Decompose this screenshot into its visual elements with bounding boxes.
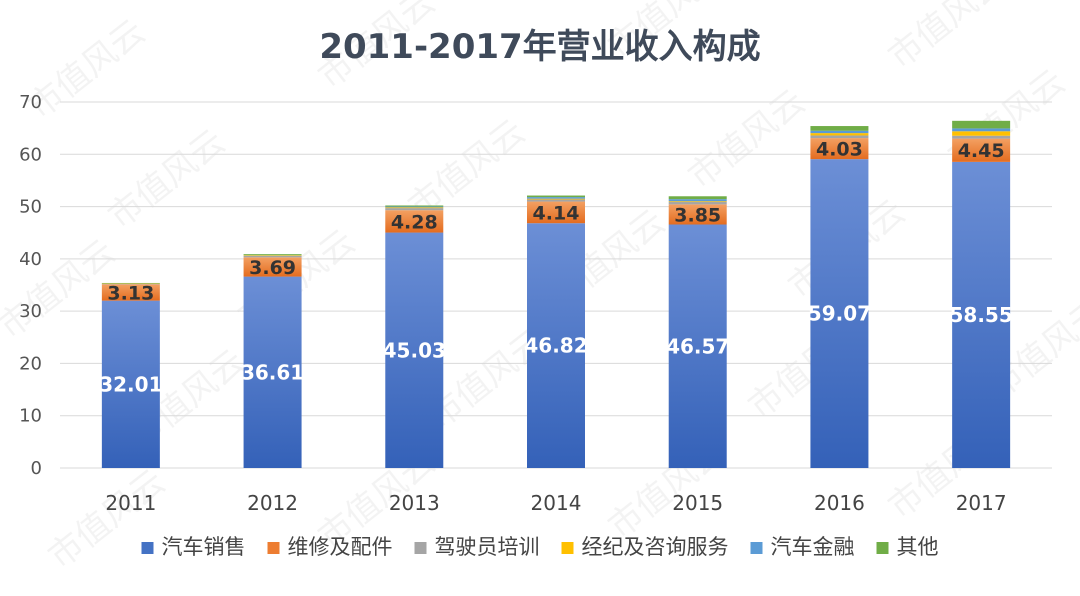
bar-segment <box>385 208 444 211</box>
bar-segment <box>385 205 444 207</box>
bar-segment <box>527 199 585 202</box>
bar-segment <box>243 255 302 256</box>
data-labels-layer: 32.01 3.13 36.61 3.69 45.03 4.28 46.82 4.14 46.5… <box>99 139 1013 397</box>
bar-segment <box>385 210 444 233</box>
legend-swatch <box>876 542 889 554</box>
bar-segment <box>952 135 1011 139</box>
bar-segment <box>810 135 869 139</box>
watermark-text: 市值风云 <box>41 462 173 577</box>
bar-segment <box>952 138 1011 162</box>
legend-swatch <box>414 542 427 554</box>
x-axis-ticks: 2011 2012 2013 2014 2015 2016 2017 <box>105 491 1006 515</box>
chart-title: 2011-2017年营业收入构成 <box>319 27 760 67</box>
legend-label: 驾驶员培训 <box>435 535 540 559</box>
bar-segment <box>810 133 869 136</box>
data-label: 3.85 <box>674 204 721 226</box>
y-axis-ticks: 0 10 20 30 40 50 60 70 <box>19 92 42 479</box>
bar-segment <box>668 199 727 202</box>
legend-label: 维修及配件 <box>288 535 393 559</box>
bar-segment <box>101 284 160 301</box>
legend-swatch <box>141 542 154 554</box>
data-label: 58.55 <box>950 303 1013 327</box>
bar-segment <box>668 202 727 205</box>
data-label: 46.82 <box>524 334 587 358</box>
bar-segment <box>952 131 1011 136</box>
bar-segment <box>527 198 585 200</box>
x-tick-label: 2015 <box>672 491 723 515</box>
data-label: 3.69 <box>249 257 296 279</box>
legend-label: 汽车销售 <box>162 535 246 559</box>
legend: 汽车销售 维修及配件 驾驶员培训 经纪及咨询服务 汽车金融 其他 <box>141 535 939 559</box>
bar-segment <box>243 276 302 468</box>
data-label: 3.13 <box>107 282 154 304</box>
x-tick-label: 2013 <box>389 491 440 515</box>
bar-segment <box>243 257 302 277</box>
x-tick-label: 2012 <box>247 491 298 515</box>
data-label: 4.28 <box>391 211 438 233</box>
bar-segment <box>668 196 727 200</box>
legend-swatch <box>750 542 763 554</box>
bar-segment <box>668 201 727 203</box>
y-tick-label: 60 <box>19 144 42 165</box>
bar-segment <box>952 128 1011 132</box>
data-label: 32.01 <box>99 372 162 396</box>
bar-segment <box>668 204 727 225</box>
bar-segment <box>101 300 160 468</box>
data-label: 46.57 <box>666 334 729 358</box>
data-label: 4.14 <box>533 202 580 224</box>
data-label: 36.61 <box>241 360 304 384</box>
x-tick-label: 2014 <box>531 491 582 515</box>
bar-segment <box>385 206 444 208</box>
bar-segment <box>101 283 160 285</box>
bar-segment <box>243 254 302 256</box>
watermark-text: 市值风云 <box>681 82 813 197</box>
watermark-text: 市值风云 <box>101 122 233 237</box>
y-tick-label: 30 <box>19 301 42 322</box>
legend-label: 其他 <box>897 535 939 559</box>
bar-segment <box>810 126 869 131</box>
data-label: 59.07 <box>808 302 871 326</box>
bar-segment <box>527 197 585 199</box>
y-tick-label: 20 <box>19 353 42 374</box>
y-tick-label: 70 <box>19 92 42 113</box>
y-tick-label: 50 <box>19 197 42 218</box>
y-tick-label: 0 <box>31 458 42 479</box>
legend-label: 经纪及咨询服务 <box>582 535 729 559</box>
bar-segment <box>810 130 869 134</box>
bar-segment <box>810 159 869 468</box>
y-tick-label: 40 <box>19 249 42 270</box>
bar-segment <box>527 223 585 468</box>
bar-segment <box>668 224 727 468</box>
watermark-text: 市值风云 <box>881 0 1013 77</box>
x-tick-label: 2011 <box>105 491 156 515</box>
bar-segment <box>385 232 444 468</box>
x-tick-label: 2016 <box>814 491 865 515</box>
legend-swatch <box>561 542 574 554</box>
bar-segment <box>810 138 869 160</box>
bar-segment <box>952 120 1011 129</box>
bars-layer <box>101 120 1011 469</box>
legend-swatch <box>267 542 280 554</box>
bar-segment <box>952 161 1011 469</box>
x-tick-label: 2017 <box>956 491 1007 515</box>
bar-segment <box>243 255 302 258</box>
bar-segment <box>527 195 585 198</box>
bar-segment <box>527 201 585 224</box>
y-tick-label: 10 <box>19 406 42 427</box>
bar-segment <box>101 282 160 284</box>
data-label: 45.03 <box>383 338 446 362</box>
data-label: 4.45 <box>958 140 1005 162</box>
bar-segment <box>385 207 444 209</box>
legend-label: 汽车金融 <box>771 535 855 559</box>
data-label: 4.03 <box>816 139 863 161</box>
